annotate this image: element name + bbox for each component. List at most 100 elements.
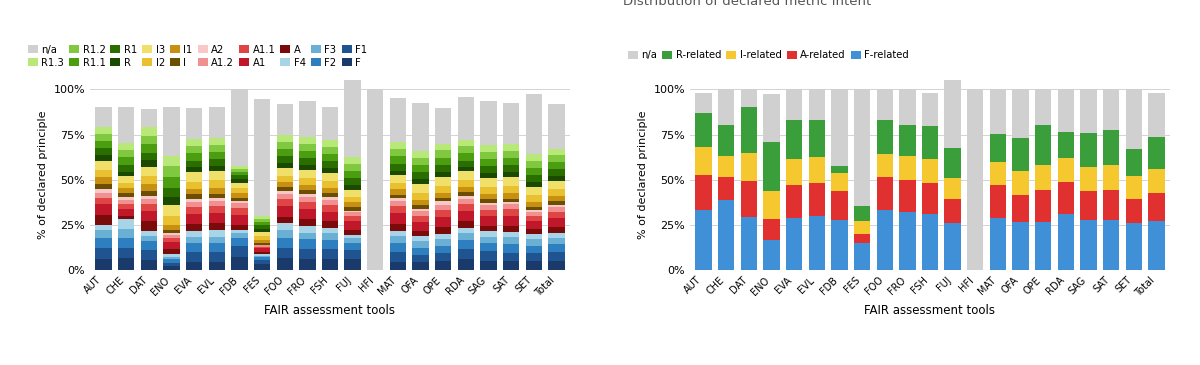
Bar [1080, 89, 1097, 133]
X-axis label: FAIR assessment tools: FAIR assessment tools [864, 304, 996, 317]
Bar [436, 150, 451, 158]
Bar [209, 166, 224, 171]
Bar [526, 239, 542, 246]
Bar [990, 185, 1006, 218]
Bar [457, 97, 474, 140]
Bar [209, 145, 224, 152]
Bar [163, 238, 180, 242]
Bar [344, 238, 361, 243]
Bar [276, 223, 293, 230]
Bar [480, 216, 497, 226]
Bar [254, 222, 270, 226]
Bar [922, 93, 938, 126]
Bar [526, 195, 542, 202]
Bar [1126, 149, 1142, 176]
Bar [209, 171, 224, 180]
Bar [548, 244, 564, 251]
Bar [503, 237, 520, 244]
Bar [322, 240, 338, 249]
Bar [548, 176, 564, 181]
Bar [344, 221, 361, 230]
Bar [696, 93, 712, 113]
Bar [118, 197, 134, 200]
Bar [118, 228, 134, 238]
Bar [809, 216, 824, 270]
Bar [390, 175, 406, 182]
Bar [944, 178, 961, 199]
Bar [922, 183, 938, 214]
Bar [163, 254, 180, 257]
Bar [344, 190, 361, 197]
Bar [322, 200, 338, 205]
Bar [436, 216, 451, 227]
Bar [390, 207, 406, 213]
Bar [232, 193, 247, 198]
Bar [457, 192, 474, 196]
Bar [436, 261, 451, 270]
Bar [163, 156, 180, 166]
Bar [390, 262, 406, 270]
Bar [990, 218, 1006, 270]
Bar [740, 89, 757, 107]
Bar [163, 257, 180, 259]
Bar [322, 205, 338, 212]
Bar [163, 188, 180, 197]
Bar [232, 233, 247, 238]
Bar [140, 127, 157, 136]
Bar [254, 243, 270, 245]
Bar [140, 250, 157, 260]
Bar [344, 164, 361, 171]
Bar [503, 202, 520, 204]
Bar [696, 113, 712, 147]
Bar [480, 237, 497, 243]
Bar [526, 95, 542, 154]
Bar [718, 89, 734, 126]
Bar [526, 261, 542, 270]
Bar [96, 161, 112, 170]
Bar [503, 177, 520, 186]
Bar [232, 198, 247, 201]
Bar [413, 173, 428, 179]
Bar [526, 202, 542, 207]
Bar [718, 126, 734, 156]
Bar [344, 202, 361, 207]
Bar [503, 151, 520, 158]
Bar [322, 259, 338, 270]
Bar [457, 240, 474, 249]
Bar [899, 212, 916, 270]
Bar [299, 178, 316, 185]
Bar [276, 230, 293, 238]
Bar [209, 180, 224, 188]
Bar [96, 189, 112, 193]
Text: Distribution of declared metric intent: Distribution of declared metric intent [623, 0, 871, 8]
Bar [718, 177, 734, 200]
Bar [96, 149, 112, 155]
Bar [944, 199, 961, 223]
Bar [413, 158, 428, 165]
Bar [344, 235, 361, 238]
Bar [503, 244, 520, 253]
Bar [457, 211, 474, 221]
Bar [1057, 214, 1074, 270]
Bar [526, 207, 542, 210]
Bar [390, 142, 406, 149]
Bar [480, 187, 497, 194]
Bar [96, 134, 112, 141]
Bar [436, 198, 451, 201]
Bar [186, 243, 203, 252]
Bar [186, 207, 203, 214]
Bar [118, 150, 134, 157]
Bar [503, 210, 520, 216]
Bar [548, 181, 564, 189]
Bar [457, 153, 474, 161]
Bar [118, 258, 134, 270]
Bar [413, 205, 428, 209]
Bar [457, 259, 474, 270]
Bar [740, 217, 757, 270]
Bar [1080, 133, 1097, 167]
Bar [1148, 193, 1164, 221]
Bar [390, 170, 406, 175]
Bar [480, 231, 497, 237]
Bar [232, 230, 247, 233]
Bar [1036, 125, 1051, 165]
